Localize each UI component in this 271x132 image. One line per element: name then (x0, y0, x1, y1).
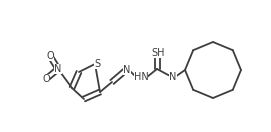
Text: SH: SH (151, 48, 165, 58)
Text: S: S (94, 59, 100, 69)
Text: O: O (42, 74, 50, 84)
Text: N: N (123, 65, 131, 75)
Text: O: O (46, 51, 54, 61)
Text: HN: HN (134, 72, 149, 82)
Text: N: N (54, 64, 62, 74)
Text: N: N (169, 72, 177, 82)
